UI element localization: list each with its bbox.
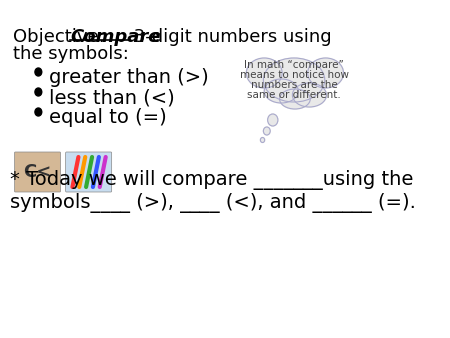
Text: same or different.: same or different. — [247, 90, 341, 100]
Ellipse shape — [263, 58, 325, 102]
FancyBboxPatch shape — [14, 152, 60, 192]
Circle shape — [261, 138, 265, 143]
Circle shape — [268, 114, 278, 126]
Circle shape — [35, 68, 42, 76]
Text: equal to (=): equal to (=) — [50, 108, 167, 127]
Text: In math “compare”: In math “compare” — [244, 60, 344, 70]
Text: numbers are the: numbers are the — [251, 80, 338, 90]
Ellipse shape — [279, 89, 310, 109]
Ellipse shape — [292, 83, 326, 107]
Text: greater than (>): greater than (>) — [50, 68, 209, 87]
Text: less than (<): less than (<) — [50, 88, 175, 107]
Circle shape — [35, 88, 42, 96]
Ellipse shape — [264, 79, 298, 103]
Text: C<: C< — [23, 163, 52, 181]
Text: means to notice how: means to notice how — [239, 70, 349, 80]
Ellipse shape — [246, 58, 282, 88]
Circle shape — [35, 108, 42, 116]
Text: * Today we will compare _______using the: * Today we will compare _______using the — [10, 170, 414, 190]
Ellipse shape — [308, 58, 343, 88]
Text: symbols____ (>), ____ (<), and ______ (=).: symbols____ (>), ____ (<), and ______ (=… — [10, 193, 416, 213]
FancyBboxPatch shape — [66, 152, 112, 192]
Text: 3-digit numbers using: 3-digit numbers using — [128, 28, 332, 46]
Text: Objective:: Objective: — [13, 28, 110, 46]
Circle shape — [263, 127, 270, 135]
Text: Compare: Compare — [70, 28, 160, 46]
Text: the symbols:: the symbols: — [13, 45, 129, 63]
